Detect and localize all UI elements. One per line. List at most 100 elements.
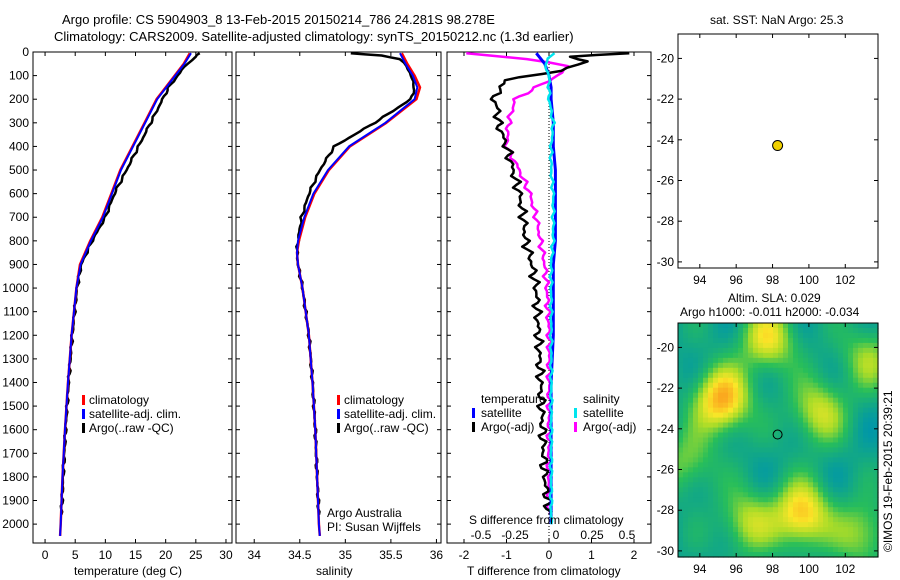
heat-cell [708, 492, 714, 498]
map-y-tick-label: -20 [657, 51, 675, 65]
heat-cell [863, 347, 869, 354]
heat-cell [688, 552, 694, 558]
heat-cell [768, 467, 774, 473]
heat-cell [728, 332, 734, 339]
heat-cell [798, 442, 804, 449]
heat-cell [798, 432, 804, 439]
heat-cell [718, 412, 724, 419]
heat-cell [733, 347, 739, 354]
heat-cell [718, 337, 724, 344]
heat-cell [708, 377, 714, 384]
heat-cell [788, 392, 794, 399]
heat-cell [858, 452, 864, 459]
heat-cell [803, 362, 809, 369]
heat-cell [828, 457, 834, 464]
heat-cell [838, 357, 844, 364]
heat-cell [748, 497, 754, 503]
heat-cell [693, 487, 699, 493]
x-tick-label: 15 [129, 548, 143, 562]
heat-cell [678, 422, 684, 429]
heat-cell [803, 412, 809, 419]
heat-cell [778, 382, 784, 389]
heat-cell [863, 372, 869, 379]
heat-cell [808, 352, 814, 359]
heat-cell [728, 432, 734, 439]
heat-cell [758, 467, 764, 473]
heat-cell [843, 347, 849, 354]
heat-cell [843, 352, 849, 359]
heat-cell [718, 367, 724, 374]
heat-cell [773, 497, 779, 503]
heat-cell [678, 467, 684, 473]
heat-cell [788, 323, 794, 329]
heat-cell [813, 522, 819, 528]
heat-cell [808, 342, 814, 349]
heat-cell [743, 542, 749, 548]
heat-cell [808, 367, 814, 374]
heat-cell [788, 437, 794, 444]
heat-cell [723, 552, 729, 558]
heat-cell [803, 452, 809, 459]
heat-cell [708, 427, 714, 434]
heat-cell [723, 432, 729, 439]
heat-cell [813, 397, 819, 404]
heat-cell [783, 482, 789, 488]
heat-cell [748, 372, 754, 379]
heat-cell [698, 432, 704, 439]
heat-cell [828, 372, 834, 379]
heat-cell [753, 427, 759, 434]
heat-cell [833, 527, 839, 533]
heat-cell [683, 422, 689, 429]
heat-cell [768, 472, 774, 478]
heat-cell [693, 407, 699, 414]
heat-cell [803, 522, 809, 528]
heat-cell [703, 437, 709, 444]
heat-cell [723, 502, 729, 508]
heat-cell [843, 462, 849, 468]
heat-cell [848, 347, 854, 354]
heat-cell [723, 492, 729, 498]
heat-cell [733, 542, 739, 548]
heat-cell [838, 462, 844, 468]
heat-cell [753, 547, 759, 553]
heat-cell [688, 447, 694, 454]
heat-cell [718, 527, 724, 533]
heat-cell [733, 467, 739, 473]
heat-cell [828, 532, 834, 538]
heat-cell [838, 477, 844, 483]
heat-cell [858, 447, 864, 454]
heat-cell [863, 417, 869, 424]
heat-cell [813, 452, 819, 459]
heat-cell [873, 342, 879, 349]
heat-cell [728, 537, 734, 543]
heat-cell [833, 397, 839, 404]
heat-cell [708, 387, 714, 394]
map-x-tick-label: 98 [766, 273, 780, 287]
heat-cell [773, 422, 779, 429]
heat-cell [823, 412, 829, 419]
heat-cell [823, 362, 829, 369]
heat-cell [728, 362, 734, 369]
heat-cell [863, 492, 869, 498]
heat-cell [868, 522, 874, 528]
heat-cell [773, 537, 779, 543]
heat-cell [773, 372, 779, 379]
heat-cell [758, 512, 764, 518]
heat-cell [843, 412, 849, 419]
heat-cell [763, 552, 769, 558]
heat-cell [743, 512, 749, 518]
heat-cell [843, 477, 849, 483]
heat-cell [848, 427, 854, 434]
heat-cell [728, 482, 734, 488]
heat-cell [753, 397, 759, 404]
heat-cell [783, 417, 789, 424]
heat-cell [763, 452, 769, 459]
heat-cell [688, 323, 694, 329]
heat-cell [693, 537, 699, 543]
heat-cell [788, 382, 794, 389]
x-tick-label: 5 [72, 548, 79, 562]
heat-cell [773, 432, 779, 439]
heat-cell [853, 472, 859, 478]
heat-cell [808, 442, 814, 449]
